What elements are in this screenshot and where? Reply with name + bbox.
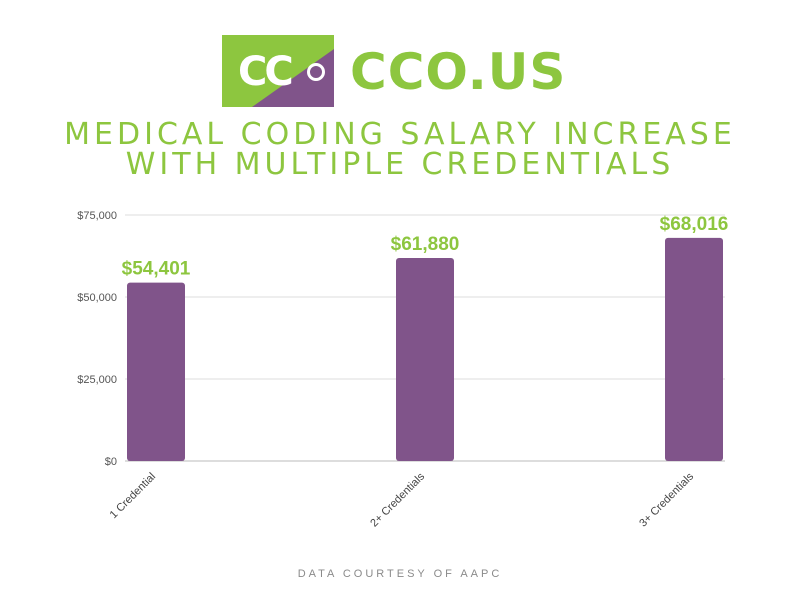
chart-title: MEDICAL CODING SALARY INCREASE WITH MULT… [0, 120, 800, 180]
bar-1 [127, 282, 185, 461]
logo-dot-icon [307, 63, 325, 81]
y-tick-label: $25,000 [77, 374, 117, 386]
data-label: $54,401 [122, 259, 191, 280]
chart-title-line-1: MEDICAL CODING SALARY INCREASE [64, 117, 736, 152]
logo-mark: CC [238, 49, 294, 95]
x-tick-label: 2+ Credentials [368, 470, 427, 529]
logo: CC CCO.US [222, 35, 565, 110]
x-tick-labels: 1 Credential 2+ Credentials 3+ Credentials [108, 470, 697, 529]
y-tick-label: $0 [105, 456, 117, 468]
y-tick-label: $75,000 [77, 210, 117, 222]
x-tick-label: 3+ Credentials [637, 470, 696, 529]
data-labels: $54,401 $61,880 $68,016 [122, 214, 729, 280]
brand-name: CCO.US [350, 43, 567, 101]
y-tick-label: $50,000 [77, 292, 117, 304]
y-tick-labels: $0 $25,000 $50,000 $75,000 [77, 210, 117, 468]
bar-3 [665, 237, 723, 461]
data-label: $61,880 [391, 234, 460, 255]
data-source-footer: DATA COURTESY OF AAPC [297, 568, 503, 580]
bars [127, 237, 723, 461]
x-tick-label: 1 Credential [108, 471, 158, 521]
logo-badge: CC [222, 35, 334, 107]
bar-2 [396, 258, 454, 461]
data-label: $68,016 [660, 214, 729, 235]
chart-title-line-2: WITH MULTIPLE CREDENTIALS [125, 147, 675, 182]
